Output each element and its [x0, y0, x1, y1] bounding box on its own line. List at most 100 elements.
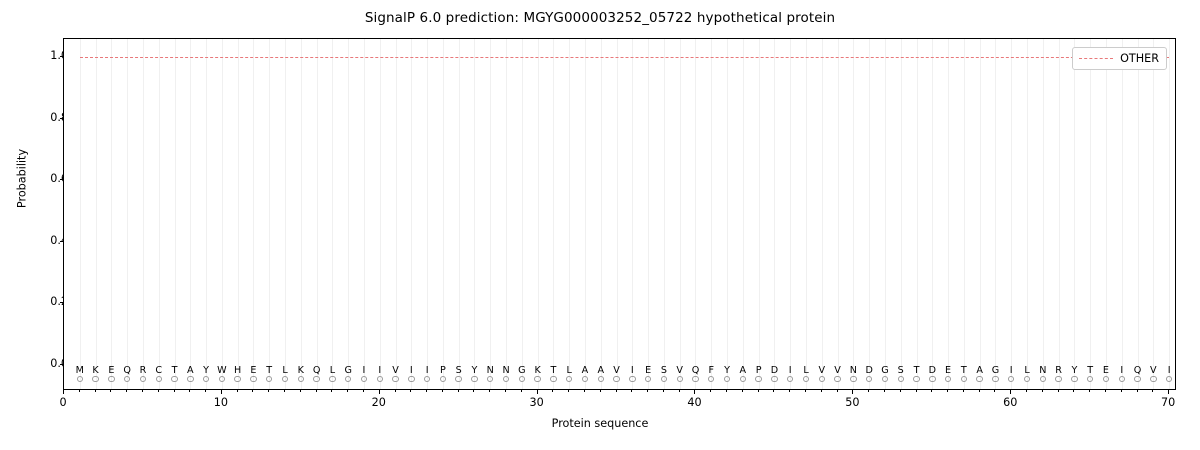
gridline — [1074, 39, 1076, 389]
gridline — [806, 39, 807, 389]
x-tick-mark-minor — [1041, 390, 1043, 393]
x-tick-mark-minor — [126, 390, 128, 393]
residue-marker — [471, 375, 478, 382]
gridline — [1027, 39, 1029, 389]
sequence-letter: A — [739, 365, 747, 376]
x-tick-label: 30 — [529, 396, 544, 409]
sequence-letter: G — [344, 365, 352, 376]
residue-marker — [139, 375, 147, 382]
gridline — [332, 39, 334, 389]
x-tick-mark-minor — [868, 390, 870, 393]
residue-marker — [550, 375, 557, 382]
gridline — [821, 39, 823, 389]
sequence-letter: K — [92, 365, 99, 376]
residue-marker — [644, 375, 652, 382]
residue-marker — [1102, 375, 1110, 382]
x-tick-mark-minor — [173, 390, 175, 393]
sequence-letter: T — [550, 365, 557, 376]
x-tick-mark-minor — [615, 390, 617, 393]
x-tick-mark-minor — [473, 390, 475, 393]
sequence-letter: V — [676, 365, 683, 376]
residue-marker — [439, 375, 447, 382]
gridline — [142, 39, 144, 389]
x-tick-mark-minor — [631, 390, 633, 393]
gridline — [442, 39, 444, 389]
sequence-letter: I — [630, 365, 634, 376]
sequence-letter: A — [597, 365, 605, 376]
sequence-letter: N — [486, 365, 494, 376]
x-tick-mark-minor — [284, 390, 286, 393]
residue-marker — [408, 375, 415, 382]
residue-marker — [739, 375, 747, 382]
sequence-letter: I — [378, 365, 382, 376]
sequence-letter: A — [581, 365, 589, 376]
x-tick-mark-minor — [505, 390, 507, 393]
sequence-letter: N — [1039, 365, 1047, 376]
x-tick-mark-minor — [315, 390, 317, 393]
gridline — [853, 39, 855, 389]
gridline — [1058, 39, 1060, 389]
x-tick-mark-minor — [1136, 390, 1138, 393]
sequence-letter: N — [849, 365, 857, 376]
residue-marker — [755, 375, 762, 382]
gridline — [79, 39, 81, 389]
residue-marker — [723, 375, 731, 382]
residue-marker — [834, 375, 841, 382]
residue-marker — [597, 375, 604, 382]
residue-marker — [976, 375, 983, 382]
residue-marker — [960, 375, 968, 382]
gridline — [1090, 39, 1092, 389]
gridline — [1105, 39, 1107, 389]
x-tick-mark-minor — [141, 390, 143, 393]
x-tick-mark-minor — [205, 390, 207, 393]
x-tick-mark-minor — [883, 390, 885, 393]
residue-marker — [708, 375, 715, 382]
residue-marker — [850, 375, 857, 382]
gridline — [979, 39, 981, 389]
sequence-letter: V — [392, 365, 399, 376]
x-tick-mark-major — [63, 390, 64, 394]
legend[interactable]: OTHER — [1072, 47, 1167, 70]
x-tick-mark-minor — [899, 390, 901, 393]
y-tick-label: 0.6 — [50, 172, 68, 186]
x-tick-mark-minor — [410, 390, 412, 393]
sequence-letter: L — [329, 365, 336, 376]
y-tick-mark — [59, 240, 63, 242]
x-tick-mark-minor — [94, 390, 96, 393]
x-tick-mark-minor — [441, 390, 443, 393]
sequence-letter: P — [755, 365, 762, 376]
gridline — [663, 39, 665, 389]
residue-marker — [1023, 375, 1031, 382]
residue-marker — [423, 375, 431, 382]
x-tick-mark-minor — [189, 390, 191, 393]
sequence-letter: Q — [123, 365, 131, 376]
sequence-letter: E — [108, 365, 115, 376]
y-tick-label: 0.2 — [50, 295, 68, 309]
x-tick-mark-minor — [726, 390, 728, 393]
y-tick-label: 0.8 — [50, 110, 68, 124]
residue-marker — [660, 375, 668, 382]
residue-marker — [376, 375, 383, 382]
sequence-letter: V — [613, 365, 620, 376]
sequence-letter: I — [409, 365, 413, 376]
x-tick-mark-minor — [994, 390, 996, 393]
residue-marker — [1165, 375, 1173, 382]
gridline — [395, 39, 397, 389]
gridline — [300, 39, 302, 389]
sequence-letter: I — [425, 365, 429, 376]
gridline — [506, 39, 508, 389]
sequence-letter: T — [171, 365, 178, 376]
sequence-letter: E — [645, 365, 652, 376]
x-tick-mark-minor — [362, 390, 364, 393]
residue-marker — [108, 375, 115, 382]
gridline — [285, 39, 287, 389]
gridline — [916, 39, 918, 389]
sequence-letter: R — [1055, 365, 1062, 376]
gridline — [679, 39, 681, 389]
x-tick-mark-minor — [394, 390, 396, 393]
x-tick-mark-minor — [520, 390, 522, 393]
residue-marker — [502, 375, 510, 382]
gridline — [111, 39, 113, 389]
residue-marker — [123, 375, 131, 382]
gridline — [742, 39, 744, 389]
